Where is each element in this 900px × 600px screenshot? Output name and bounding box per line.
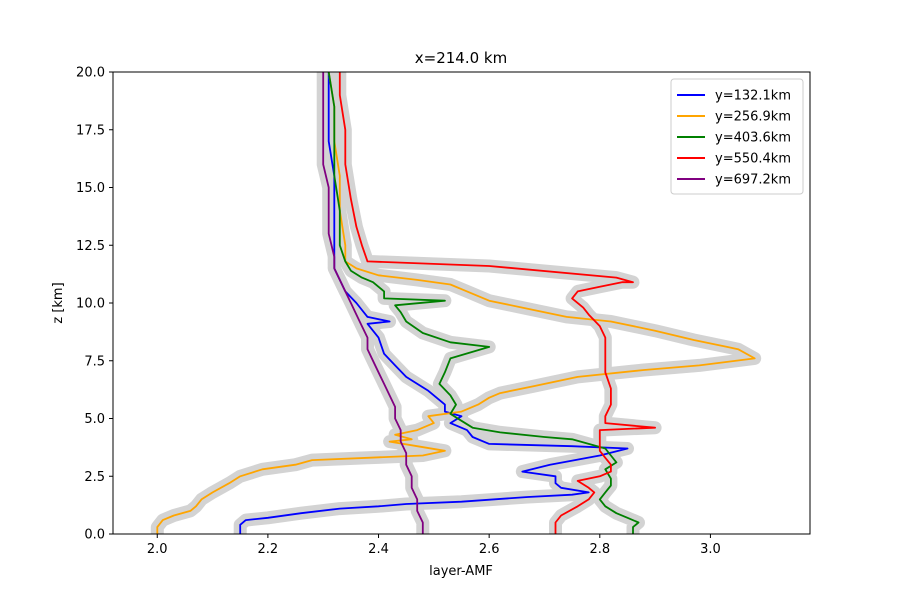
- x-axis-label: layer-AMF: [429, 564, 493, 579]
- y-axis-label: z [km]: [51, 282, 66, 323]
- series-line-3: [327, 72, 640, 534]
- series-line-4: [338, 72, 656, 534]
- y-tick-label: 7.5: [84, 354, 105, 369]
- y-axis-ticks: 0.0 2.5 5.0 7.5 10.0 12.5 15.0 17.5 20.0: [76, 66, 113, 543]
- series-lines: [156, 72, 756, 534]
- y-tick-label: 20.0: [76, 66, 105, 81]
- x-tick-label: 2.2: [258, 542, 279, 557]
- uncertainty-bands: [150, 72, 762, 534]
- y-tick-label: 12.5: [76, 239, 105, 254]
- x-tick-label: 3.0: [700, 542, 721, 557]
- y-tick-label: 10.0: [76, 297, 105, 312]
- series-line-2: [156, 72, 756, 534]
- y-tick-label: 15.0: [76, 181, 105, 196]
- x-tick-label: 2.0: [147, 542, 168, 557]
- y-tick-label: 17.5: [76, 123, 105, 138]
- legend-box: [670, 78, 804, 195]
- legend-label: y=132.1km: [715, 89, 791, 104]
- uncertainty-band-2: [150, 72, 762, 534]
- chart-title: x=214.0 km: [415, 49, 507, 67]
- y-tick-label: 0.0: [84, 528, 105, 543]
- x-axis-ticks: 2.0 2.2 2.4 2.6 2.8 3.0: [147, 534, 721, 557]
- legend-label: y=697.2km: [715, 173, 791, 188]
- legend: y=132.1km y=256.9km y=403.6km y=550.4km y=69…: [670, 78, 804, 195]
- y-tick-label: 2.5: [84, 470, 105, 485]
- legend-label: y=256.9km: [715, 110, 791, 125]
- legend-label: y=403.6km: [715, 131, 791, 146]
- x-tick-label: 2.4: [368, 542, 389, 557]
- y-tick-label: 5.0: [84, 412, 105, 427]
- legend-label: y=550.4km: [715, 152, 791, 167]
- x-tick-label: 2.8: [589, 542, 610, 557]
- x-tick-label: 2.6: [479, 542, 500, 557]
- series-line-5: [322, 72, 424, 534]
